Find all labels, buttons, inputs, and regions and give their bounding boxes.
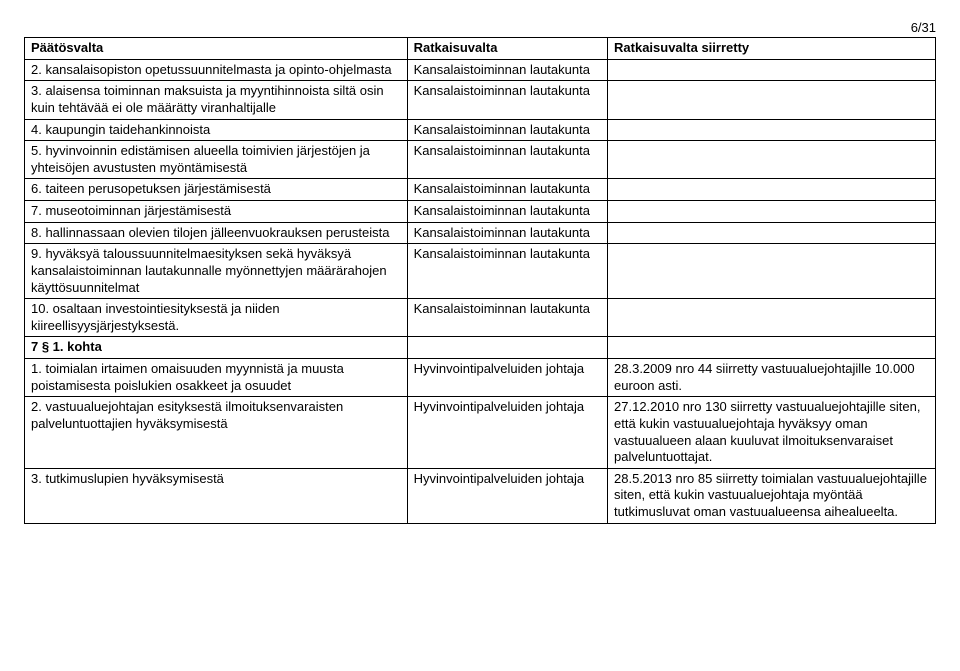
cell-transferred: 28.5.2013 nro 85 siirretty toimialan vas…: [608, 468, 936, 523]
cell-authority: Kansalaistoiminnan lautakunta: [407, 81, 607, 119]
cell-empty: [608, 337, 936, 359]
cell-authority: Kansalaistoiminnan lautakunta: [407, 179, 607, 201]
table-row: 1. toimialan irtaimen omaisuuden myynnis…: [25, 359, 936, 397]
cell-authority: Kansalaistoiminnan lautakunta: [407, 201, 607, 223]
cell-authority: Hyvinvointipalveluiden johtaja: [407, 468, 607, 523]
cell-decision: 7. museotoiminnan järjestämisestä: [25, 201, 408, 223]
table-row: 10. osaltaan investointiesityksestä ja n…: [25, 299, 936, 337]
table-row: 6. taiteen perusopetuksen järjestämisest…: [25, 179, 936, 201]
cell-decision: 9. hyväksyä taloussuunnitelmaesityksen s…: [25, 244, 408, 299]
cell-decision: 2. vastuualuejohtajan esityksestä ilmoit…: [25, 397, 408, 469]
table-row: 7. museotoiminnan järjestämisestä Kansal…: [25, 201, 936, 223]
header-col3: Ratkaisuvalta siirretty: [608, 38, 936, 60]
cell-decision: 10. osaltaan investointiesityksestä ja n…: [25, 299, 408, 337]
table-row: 2. vastuualuejohtajan esityksestä ilmoit…: [25, 397, 936, 469]
section-heading-row: 7 § 1. kohta: [25, 337, 936, 359]
cell-transferred: [608, 201, 936, 223]
decision-table: Päätösvalta Ratkaisuvalta Ratkaisuvalta …: [24, 37, 936, 524]
cell-authority: Kansalaistoiminnan lautakunta: [407, 222, 607, 244]
cell-decision: 2. kansalaisopiston opetussuunnitelmasta…: [25, 59, 408, 81]
header-col1: Päätösvalta: [25, 38, 408, 60]
cell-decision: 3. alaisensa toiminnan maksuista ja myyn…: [25, 81, 408, 119]
table-row: 3. tutkimuslupien hyväksymisestä Hyvinvo…: [25, 468, 936, 523]
header-row: Päätösvalta Ratkaisuvalta Ratkaisuvalta …: [25, 38, 936, 60]
header-col2: Ratkaisuvalta: [407, 38, 607, 60]
cell-decision: 5. hyvinvoinnin edistämisen alueella toi…: [25, 141, 408, 179]
cell-transferred: [608, 222, 936, 244]
cell-authority: Kansalaistoiminnan lautakunta: [407, 299, 607, 337]
table-row: 2. kansalaisopiston opetussuunnitelmasta…: [25, 59, 936, 81]
cell-decision: 6. taiteen perusopetuksen järjestämisest…: [25, 179, 408, 201]
cell-decision: 1. toimialan irtaimen omaisuuden myynnis…: [25, 359, 408, 397]
cell-transferred: [608, 179, 936, 201]
cell-authority: Hyvinvointipalveluiden johtaja: [407, 359, 607, 397]
cell-decision: 3. tutkimuslupien hyväksymisestä: [25, 468, 408, 523]
cell-empty: [407, 337, 607, 359]
cell-transferred: 27.12.2010 nro 130 siirretty vastuualuej…: [608, 397, 936, 469]
cell-authority: Kansalaistoiminnan lautakunta: [407, 244, 607, 299]
table-row: 3. alaisensa toiminnan maksuista ja myyn…: [25, 81, 936, 119]
cell-decision: 4. kaupungin taidehankinnoista: [25, 119, 408, 141]
table-row: 9. hyväksyä taloussuunnitelmaesityksen s…: [25, 244, 936, 299]
cell-authority: Kansalaistoiminnan lautakunta: [407, 59, 607, 81]
table-row: 8. hallinnassaan olevien tilojen jälleen…: [25, 222, 936, 244]
table-row: 5. hyvinvoinnin edistämisen alueella toi…: [25, 141, 936, 179]
cell-transferred: [608, 119, 936, 141]
cell-authority: Hyvinvointipalveluiden johtaja: [407, 397, 607, 469]
cell-transferred: [608, 244, 936, 299]
section-heading: 7 § 1. kohta: [25, 337, 408, 359]
cell-transferred: [608, 81, 936, 119]
cell-transferred: 28.3.2009 nro 44 siirretty vastuualuejoh…: [608, 359, 936, 397]
cell-authority: Kansalaistoiminnan lautakunta: [407, 119, 607, 141]
cell-decision: 8. hallinnassaan olevien tilojen jälleen…: [25, 222, 408, 244]
cell-transferred: [608, 59, 936, 81]
cell-transferred: [608, 299, 936, 337]
cell-authority: Kansalaistoiminnan lautakunta: [407, 141, 607, 179]
page-number: 6/31: [24, 20, 936, 35]
cell-transferred: [608, 141, 936, 179]
table-row: 4. kaupungin taidehankinnoista Kansalais…: [25, 119, 936, 141]
